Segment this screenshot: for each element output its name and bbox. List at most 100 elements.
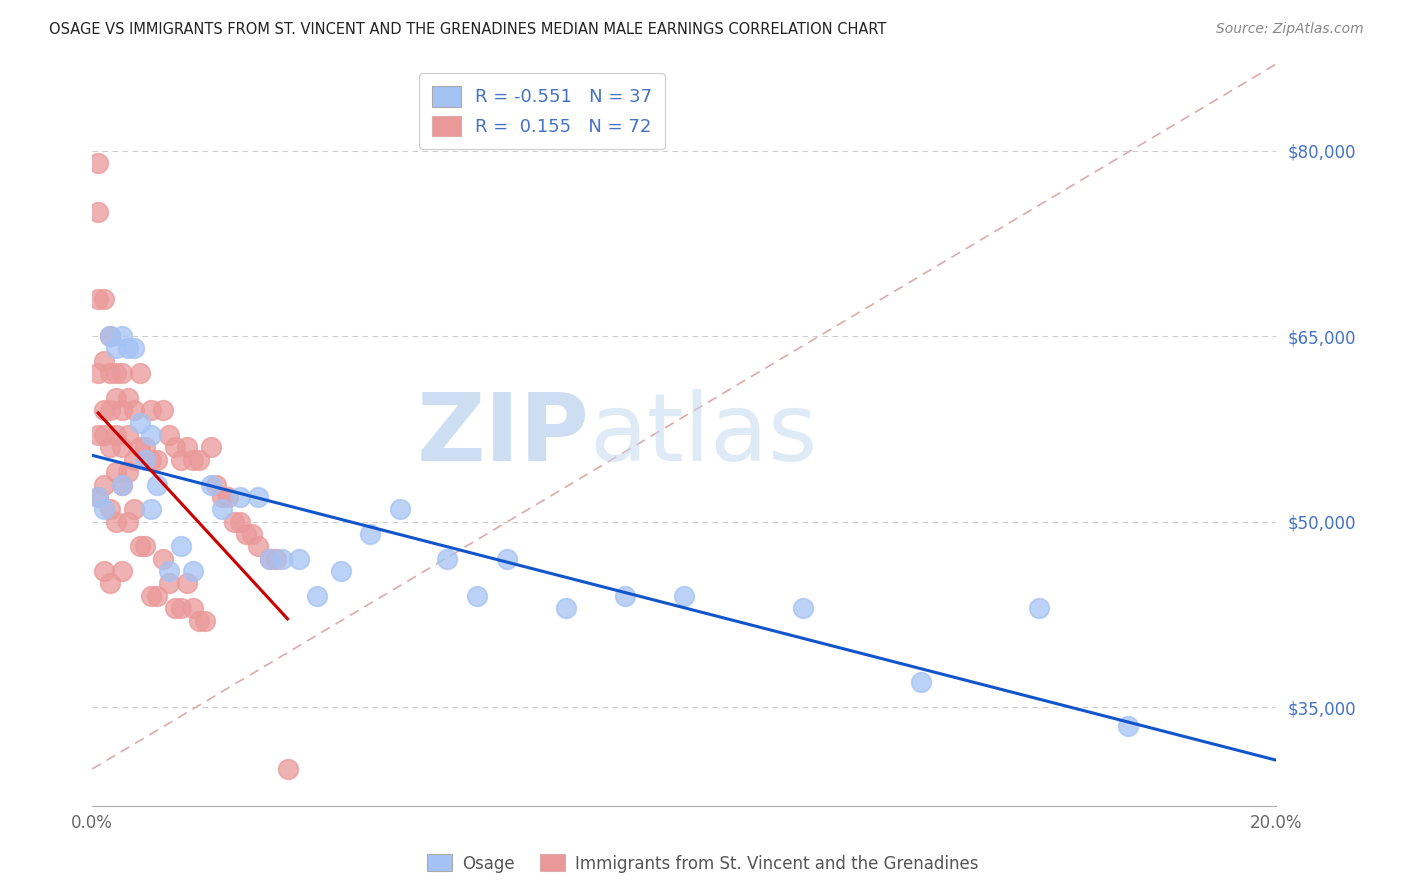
Point <box>117 465 139 479</box>
Point <box>465 589 488 603</box>
Point <box>165 601 187 615</box>
Point <box>98 441 121 455</box>
Point <box>111 477 134 491</box>
Point <box>87 366 110 380</box>
Point <box>495 551 517 566</box>
Point <box>141 403 163 417</box>
Point <box>673 589 696 603</box>
Point <box>157 428 180 442</box>
Text: atlas: atlas <box>589 389 818 481</box>
Point <box>141 452 163 467</box>
Point <box>134 441 156 455</box>
Point <box>93 292 115 306</box>
Point <box>87 205 110 219</box>
Point <box>181 564 204 578</box>
Point <box>117 342 139 356</box>
Point <box>104 342 127 356</box>
Point <box>104 391 127 405</box>
Point <box>128 416 150 430</box>
Point <box>87 156 110 170</box>
Point <box>98 403 121 417</box>
Point <box>111 441 134 455</box>
Point <box>388 502 411 516</box>
Legend: Osage, Immigrants from St. Vincent and the Grenadines: Osage, Immigrants from St. Vincent and t… <box>420 847 986 880</box>
Point <box>117 391 139 405</box>
Point <box>229 490 252 504</box>
Point <box>98 366 121 380</box>
Point <box>1028 601 1050 615</box>
Point <box>141 502 163 516</box>
Point <box>240 527 263 541</box>
Point <box>165 441 187 455</box>
Point <box>104 465 127 479</box>
Point <box>187 614 209 628</box>
Point <box>259 551 281 566</box>
Point <box>87 292 110 306</box>
Point <box>128 366 150 380</box>
Point <box>200 441 222 455</box>
Point <box>277 762 299 776</box>
Point <box>170 601 193 615</box>
Point <box>87 490 110 504</box>
Point <box>146 452 169 467</box>
Point <box>211 502 233 516</box>
Point <box>104 428 127 442</box>
Point <box>211 490 233 504</box>
Point <box>329 564 352 578</box>
Point <box>170 540 193 554</box>
Point <box>134 540 156 554</box>
Point <box>264 551 287 566</box>
Point <box>235 527 257 541</box>
Point <box>87 428 110 442</box>
Point <box>111 329 134 343</box>
Point <box>270 551 292 566</box>
Point <box>141 428 163 442</box>
Point <box>229 515 252 529</box>
Point <box>122 403 145 417</box>
Point <box>792 601 814 615</box>
Point <box>181 601 204 615</box>
Point <box>307 589 329 603</box>
Point <box>93 564 115 578</box>
Point <box>122 452 145 467</box>
Text: OSAGE VS IMMIGRANTS FROM ST. VINCENT AND THE GRENADINES MEDIAN MALE EARNINGS COR: OSAGE VS IMMIGRANTS FROM ST. VINCENT AND… <box>49 22 887 37</box>
Point <box>93 477 115 491</box>
Point <box>87 490 110 504</box>
Point <box>117 428 139 442</box>
Point <box>93 403 115 417</box>
Point <box>187 452 209 467</box>
Point <box>1116 719 1139 733</box>
Point <box>111 366 134 380</box>
Point <box>910 675 932 690</box>
Point <box>134 452 156 467</box>
Point <box>98 329 121 343</box>
Point <box>170 452 193 467</box>
Text: ZIP: ZIP <box>416 389 589 481</box>
Point <box>146 477 169 491</box>
Point <box>246 540 269 554</box>
Point <box>146 589 169 603</box>
Point <box>104 366 127 380</box>
Point <box>111 403 134 417</box>
Point <box>176 441 198 455</box>
Point <box>359 527 381 541</box>
Point <box>200 477 222 491</box>
Point <box>288 551 311 566</box>
Point <box>181 452 204 467</box>
Point <box>554 601 576 615</box>
Point <box>128 441 150 455</box>
Point <box>93 428 115 442</box>
Legend: R = -0.551   N = 37, R =  0.155   N = 72: R = -0.551 N = 37, R = 0.155 N = 72 <box>419 73 665 149</box>
Point <box>93 502 115 516</box>
Point <box>157 576 180 591</box>
Point <box>122 342 145 356</box>
Point <box>98 329 121 343</box>
Point <box>613 589 636 603</box>
Point <box>152 551 174 566</box>
Point <box>217 490 239 504</box>
Point <box>152 403 174 417</box>
Point <box>246 490 269 504</box>
Point <box>205 477 228 491</box>
Point <box>111 477 134 491</box>
Point <box>117 515 139 529</box>
